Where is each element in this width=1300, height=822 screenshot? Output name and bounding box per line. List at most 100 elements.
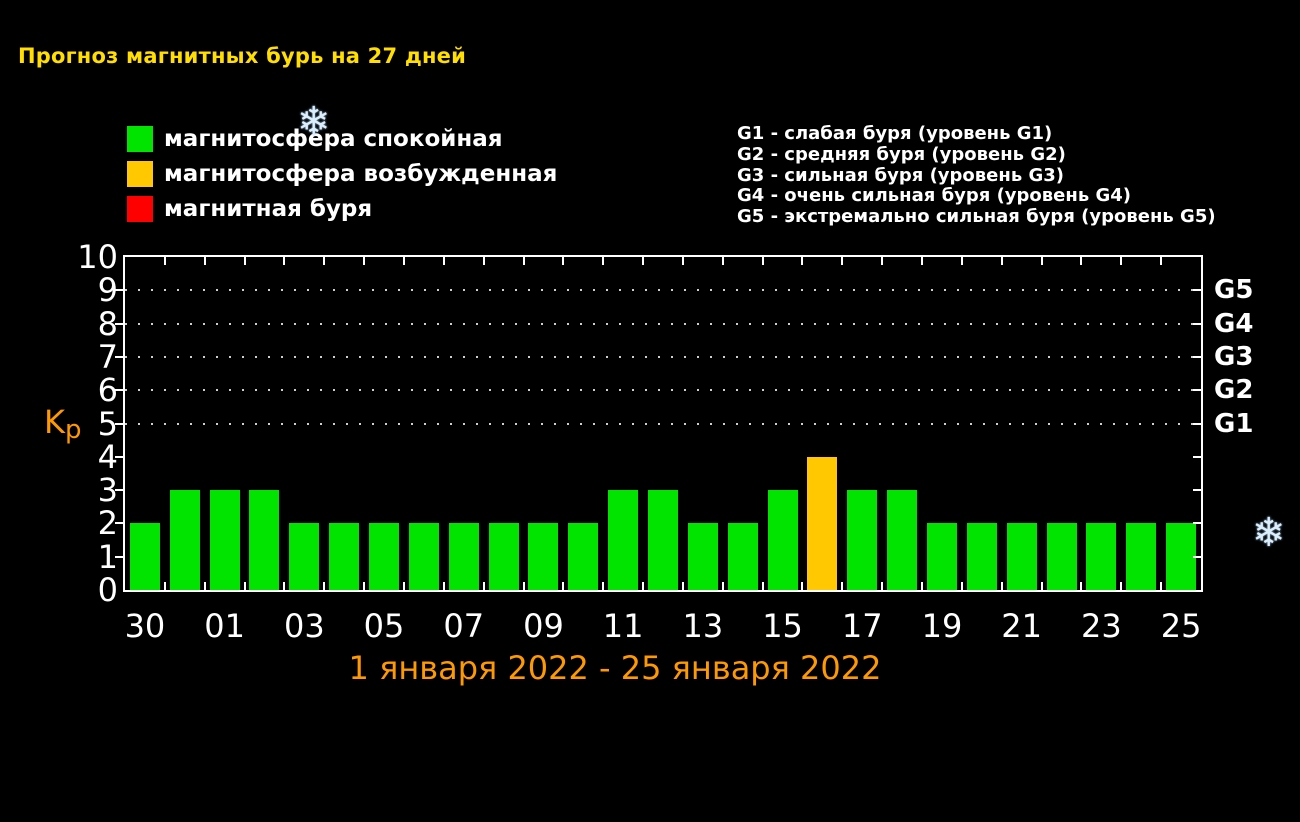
storm-scale-line: G3 - сильная буря (уровень G3) — [737, 164, 1064, 186]
y-tick-right — [1193, 422, 1201, 425]
kp-bar-day-23 — [1086, 523, 1117, 590]
legend-item-storm: магнитная буря — [127, 196, 557, 222]
x-tick-bottom — [442, 582, 445, 590]
storm-scale-line: G5 - экстремально сильная буря (уровень … — [737, 206, 1216, 228]
x-tick-top — [522, 257, 525, 265]
y-tick-label-3: 3 — [97, 471, 118, 510]
right-axis-label-G1: G1 — [1214, 408, 1254, 439]
y-tick-left — [115, 455, 123, 458]
legend-item-quiet: магнитосфера спокойная — [127, 126, 557, 152]
x-tick-bottom — [402, 582, 405, 590]
y-tick-right — [1193, 389, 1201, 392]
legend-item-label: магнитосфера возбужденная — [164, 161, 558, 187]
kp-bar-day-14 — [727, 523, 758, 590]
kp-bar-day-13 — [687, 523, 718, 590]
x-tick-bottom — [1080, 582, 1083, 590]
x-tick-bottom — [203, 582, 206, 590]
x-tick-label-07: 07 — [443, 607, 485, 645]
page-title: Прогноз магнитных бурь на 27 дней — [18, 44, 467, 68]
y-tick-label-4: 4 — [97, 437, 118, 476]
kp-bar-day-12 — [648, 490, 678, 590]
y-tick-right — [1193, 322, 1201, 325]
y-tick-right — [1193, 489, 1201, 492]
kp-bar-day-04 — [329, 523, 360, 590]
kp-bar-day-08 — [488, 523, 519, 590]
kp-bar-day-31 — [169, 490, 200, 590]
x-tick-bottom — [1160, 582, 1163, 590]
x-tick-bottom — [721, 582, 724, 590]
legend-swatch-excited — [127, 161, 153, 187]
x-tick-top — [442, 257, 445, 265]
snowflake-icon: ❄ — [1252, 510, 1286, 556]
storm-scale-line: G1 - слабая буря (уровень G1) — [737, 123, 1053, 144]
x-tick-top — [482, 257, 485, 265]
x-tick-top — [602, 257, 605, 265]
x-tick-bottom — [642, 582, 645, 590]
right-axis-label-G2: G2 — [1214, 375, 1254, 406]
legend-swatch-storm — [127, 196, 153, 222]
kp-axis-label-sub: p — [64, 415, 82, 445]
y-tick-left — [115, 322, 123, 325]
kp-bar-day-15 — [767, 490, 798, 590]
x-tick-top — [1120, 257, 1123, 265]
x-tick-top — [1080, 257, 1083, 265]
x-tick-top — [960, 257, 963, 265]
kp-bar-day-09 — [528, 523, 559, 590]
x-tick-bottom — [1000, 582, 1003, 590]
x-tick-bottom — [163, 582, 166, 590]
y-tick-label-9: 9 — [97, 271, 118, 310]
x-tick-bottom — [921, 582, 924, 590]
kp-bar-day-05 — [369, 523, 400, 590]
x-tick-top — [642, 257, 645, 265]
x-tick-label-17: 17 — [841, 607, 883, 645]
legend-item-excited: магнитосфера возбужденная — [127, 161, 557, 187]
x-tick-label-15: 15 — [762, 607, 803, 645]
y-tick-right — [1193, 355, 1201, 358]
magnetosphere-legend: магнитосфера спокойная магнитосфера возб… — [127, 126, 557, 231]
kp-bar-day-03 — [289, 523, 320, 590]
storm-scale-line: G4 - очень сильная буря (уровень G4) — [737, 185, 1132, 207]
x-tick-top — [163, 257, 166, 265]
snowflake-icon: ❄ — [297, 99, 331, 145]
gridline-kp-6 — [125, 389, 1201, 392]
y-tick-label-5: 5 — [97, 404, 118, 443]
y-tick-left — [115, 489, 123, 492]
storm-scale-legend: G1 - слабая буря (уровень G1) G2 - средн… — [737, 123, 1216, 228]
right-axis-label-G3: G3 — [1214, 341, 1254, 372]
x-tick-top — [761, 257, 764, 265]
x-tick-bottom — [283, 582, 286, 590]
x-tick-label-11: 11 — [602, 607, 644, 645]
x-tick-top — [1160, 257, 1163, 265]
x-tick-bottom — [761, 582, 764, 590]
x-tick-label-05: 05 — [363, 607, 405, 645]
x-tick-bottom — [602, 582, 605, 590]
y-tick-left — [115, 422, 123, 425]
kp-bar-day-22 — [1046, 523, 1077, 590]
x-tick-bottom — [801, 582, 804, 590]
kp-bar-day-01 — [209, 490, 240, 590]
x-tick-bottom — [1120, 582, 1123, 590]
y-tick-label-1: 1 — [97, 537, 118, 576]
x-tick-top — [1000, 257, 1003, 265]
x-tick-label-21: 21 — [1001, 607, 1043, 645]
x-tick-label-01: 01 — [204, 607, 245, 645]
x-tick-label-30: 30 — [124, 607, 166, 645]
y-tick-label-10: 10 — [77, 238, 118, 276]
x-tick-top — [1040, 257, 1043, 265]
x-tick-bottom — [841, 582, 844, 590]
x-tick-bottom — [562, 582, 565, 590]
x-tick-top — [323, 257, 326, 265]
kp-bar-day-11 — [608, 490, 639, 590]
y-tick-right — [1193, 455, 1201, 458]
x-tick-bottom — [522, 582, 525, 590]
legend-item-label: магнитная буря — [164, 196, 373, 222]
x-tick-top — [881, 257, 884, 265]
gridline-kp-7 — [125, 355, 1201, 358]
y-tick-label-7: 7 — [97, 337, 118, 376]
legend-item-label: магнитосфера спокойная — [164, 126, 503, 152]
kp-bar-day-20 — [966, 523, 997, 590]
y-tick-left — [115, 522, 123, 525]
x-tick-bottom — [363, 582, 366, 590]
kp-bar-day-10 — [568, 523, 599, 590]
